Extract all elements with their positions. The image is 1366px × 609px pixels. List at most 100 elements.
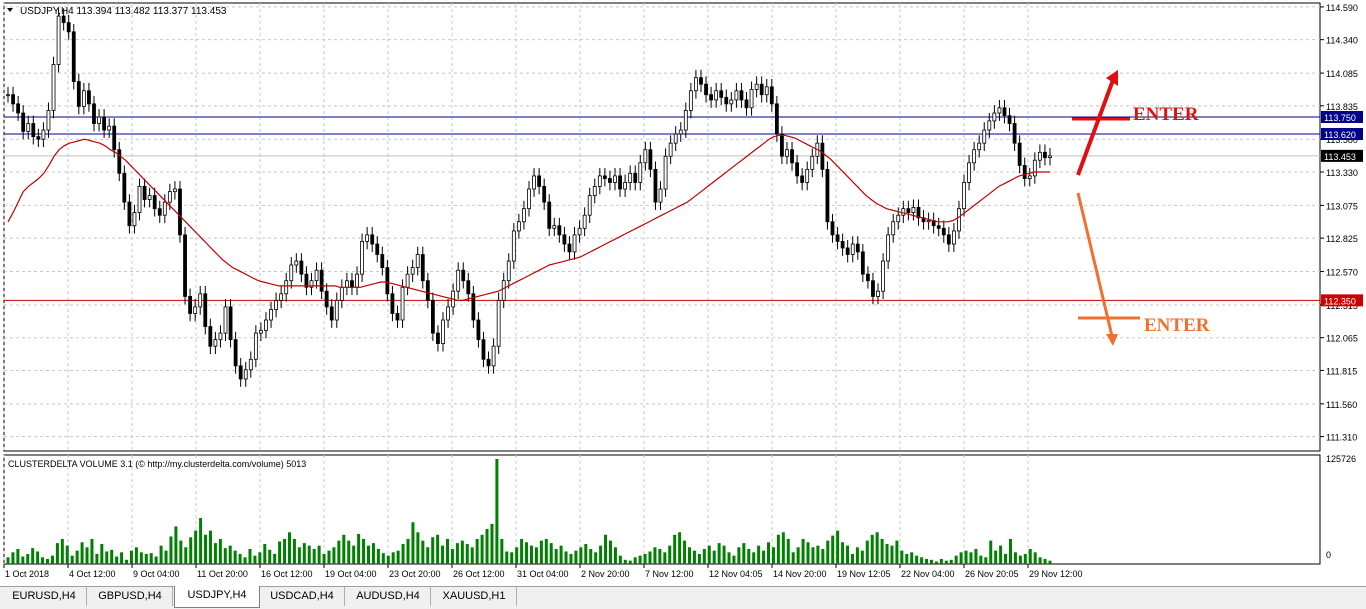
- volume-bar: [811, 547, 815, 564]
- volume-bar: [6, 557, 10, 564]
- volume-bar: [204, 534, 208, 564]
- volume-bar: [791, 552, 795, 564]
- volume-bar: [826, 540, 830, 564]
- candle-body: [436, 332, 440, 344]
- candle-body: [228, 306, 233, 341]
- symbol-menu-triangle-icon[interactable]: [7, 8, 13, 12]
- candle-body: [56, 15, 61, 65]
- candle-body: [537, 175, 542, 187]
- y-tick-label: 114.590: [1326, 3, 1358, 13]
- price-level-tag: [1321, 127, 1363, 140]
- volume-bar: [105, 551, 109, 564]
- volume-bar: [658, 548, 662, 564]
- candle-body: [294, 260, 299, 266]
- volume-bar: [149, 553, 153, 564]
- candle-body: [1037, 151, 1042, 161]
- volume-bar: [11, 552, 15, 564]
- candle-body: [729, 99, 734, 105]
- chart-tab-usdcad-h4[interactable]: USDCAD,H4: [260, 587, 345, 606]
- volume-bar: [747, 548, 751, 564]
- candle-body: [16, 103, 21, 114]
- volume-bar: [905, 553, 909, 564]
- volume-bar: [1028, 548, 1032, 564]
- volume-bar: [31, 548, 35, 564]
- candle-body: [486, 358, 491, 367]
- candle-body: [279, 293, 284, 301]
- chart-tab-gbpusd-h4[interactable]: GBPUSD,H4: [88, 587, 173, 606]
- candle-body: [157, 208, 162, 216]
- volume-bar: [737, 547, 741, 564]
- candle-body: [21, 112, 26, 132]
- volume-bar: [120, 552, 124, 564]
- chart-tab-bar: EURUSD,H4 GBPUSD,H4 USDJPY,H4 USDCAD,H4 AUDU…: [0, 586, 1366, 609]
- candle-body: [71, 31, 76, 82]
- volume-bar: [959, 552, 963, 564]
- volume-bar: [895, 540, 899, 564]
- y-tick-label: 111.560: [1326, 400, 1357, 410]
- candle-body: [132, 212, 137, 227]
- chart-tab-usdjpy-h4[interactable]: USDJPY,H4: [174, 586, 260, 608]
- candle-body: [193, 306, 198, 314]
- candle-body: [845, 247, 850, 255]
- candle-body: [183, 234, 187, 297]
- volume-bar: [381, 553, 385, 564]
- volume-bar: [929, 559, 933, 564]
- volume-bar: [712, 550, 716, 564]
- volume-bar: [441, 545, 445, 564]
- candle-body: [97, 116, 101, 124]
- candle-body: [552, 225, 557, 229]
- candle-body: [112, 125, 117, 151]
- trading-chart[interactable]: 114.590 114.340 114.085 113.835 113.580 113.3…: [0, 0, 1366, 586]
- volume-bar: [184, 547, 188, 564]
- candle-body: [248, 358, 253, 371]
- volume-bar: [312, 548, 316, 564]
- volume-bar: [841, 542, 845, 564]
- candle-body: [881, 260, 885, 292]
- candle-body: [592, 185, 597, 196]
- candle-body: [941, 227, 946, 236]
- x-tick-label: 12 Nov 04:05: [709, 569, 763, 579]
- chart-tab-eurusd-h4[interactable]: EURUSD,H4: [2, 587, 87, 606]
- candle-body: [395, 313, 400, 321]
- volume-bar: [900, 550, 904, 564]
- moving-average-line: [7, 134, 1050, 301]
- y-tick-label: 112.570: [1326, 268, 1358, 278]
- candle-body: [866, 273, 870, 282]
- candle-body: [709, 94, 713, 101]
- volume-bar: [85, 547, 89, 564]
- volume-bar: [100, 543, 104, 564]
- chart-tab-audusd-h4[interactable]: AUDUSD,H4: [346, 587, 431, 606]
- candle-body: [886, 234, 891, 262]
- candle-body: [147, 195, 152, 200]
- x-tick-label: 26 Nov 20:05: [965, 569, 1019, 579]
- candle-body: [1007, 115, 1012, 124]
- candle-body: [633, 172, 638, 183]
- volume-bar: [70, 555, 74, 564]
- volume-bar: [332, 547, 336, 564]
- volume-bar: [460, 540, 464, 564]
- candle-body: [370, 234, 375, 245]
- enter-down-label: ENTER: [1144, 315, 1210, 336]
- candle-body: [810, 155, 815, 170]
- volume-bar: [529, 545, 533, 564]
- y-tick-label: 113.835: [1326, 102, 1358, 112]
- volume-bar: [238, 553, 242, 564]
- y-tick-label: 111.310: [1326, 433, 1357, 443]
- chart-tab-xauusd-h1[interactable]: XAUUSD,H1: [432, 587, 517, 606]
- candle-body: [790, 149, 794, 164]
- candle-body: [678, 129, 683, 135]
- volume-bar: [470, 547, 474, 564]
- volume-bar: [60, 538, 64, 564]
- candle-body: [618, 175, 622, 190]
- volume-bar: [515, 547, 519, 564]
- price-panel[interactable]: [3, 2, 1321, 452]
- x-tick-label: 14 Nov 20:00: [773, 569, 827, 579]
- volume-bar: [816, 545, 820, 564]
- y-tick-label: 113.580: [1326, 135, 1358, 145]
- candle-body: [1032, 159, 1037, 177]
- candle-body: [380, 254, 385, 269]
- volume-bar: [944, 560, 948, 564]
- price-level-label: 113.750: [1324, 113, 1356, 123]
- candle-body: [562, 234, 567, 245]
- volume-panel[interactable]: [3, 454, 1321, 565]
